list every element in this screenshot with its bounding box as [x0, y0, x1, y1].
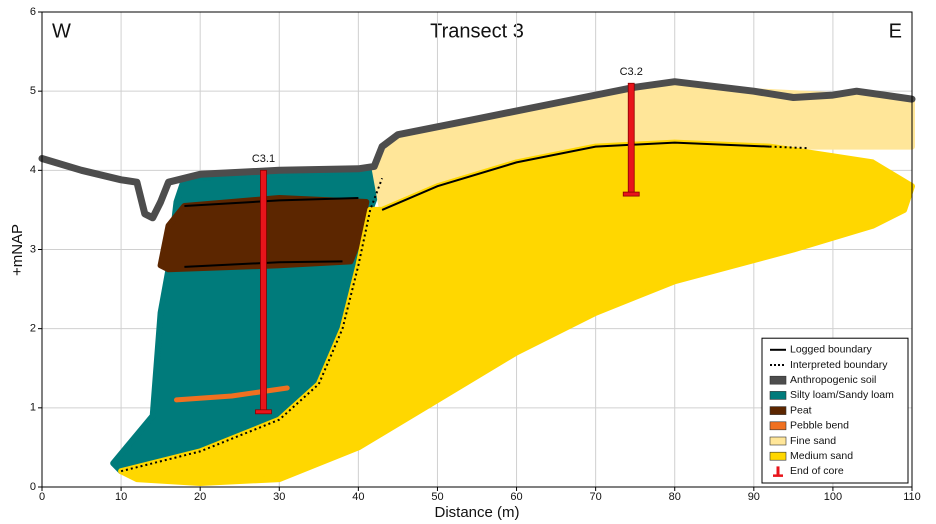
- y-axis-label: +mNAP: [9, 224, 26, 276]
- legend-label: Silty loam/Sandy loam: [790, 389, 894, 401]
- west-label: W: [52, 20, 71, 42]
- y-tick-label: 3: [30, 243, 36, 255]
- x-tick-label: 0: [39, 491, 45, 503]
- x-tick-label: 70: [590, 491, 602, 503]
- legend-symbol: [770, 407, 786, 415]
- legend-label: Logged boundary: [790, 344, 872, 356]
- x-tick-label: 50: [431, 491, 443, 503]
- core-end: [623, 192, 639, 196]
- core-label: C3.2: [620, 66, 643, 78]
- legend-label: Anthropogenic soil: [790, 374, 876, 386]
- legend-symbol: [770, 452, 786, 460]
- x-tick-label: 100: [824, 491, 842, 503]
- core: [260, 170, 266, 411]
- x-axis-label: Distance (m): [434, 504, 519, 521]
- x-tick-label: 10: [115, 491, 127, 503]
- x-tick-label: 110: [903, 491, 921, 503]
- legend-label: End of core: [790, 465, 844, 477]
- x-tick-label: 40: [352, 491, 364, 503]
- y-tick-label: 1: [30, 402, 36, 414]
- legend-symbol: [777, 466, 780, 475]
- core-end: [255, 410, 271, 414]
- legend-label: Medium sand: [790, 450, 853, 462]
- x-tick-label: 20: [194, 491, 206, 503]
- y-tick-label: 4: [30, 164, 36, 176]
- chart: Transect 3 W E Distance (m) +mNAP 010203…: [0, 0, 936, 524]
- legend-symbol: [770, 422, 786, 430]
- legend-label: Fine sand: [790, 435, 836, 447]
- legend-label: Pebble bend: [790, 420, 849, 432]
- legend-label: Interpreted boundary: [790, 359, 888, 371]
- y-tick-label: 2: [30, 323, 36, 335]
- east-label: E: [889, 20, 902, 42]
- x-tick-label: 90: [748, 491, 760, 503]
- page: Transect 3 W E Distance (m) +mNAP 010203…: [0, 0, 936, 524]
- x-tick-label: 30: [273, 491, 285, 503]
- legend-symbol: [770, 376, 786, 384]
- core-label: C3.1: [252, 153, 275, 165]
- legend-symbol: [770, 437, 786, 445]
- y-tick-label: 0: [30, 481, 36, 493]
- x-tick-label: 80: [669, 491, 681, 503]
- core: [628, 83, 634, 194]
- legend-symbol: [770, 391, 786, 399]
- legend-symbol: [773, 474, 783, 477]
- legend-label: Peat: [790, 404, 812, 416]
- chart-title: Transect 3: [430, 20, 524, 42]
- y-tick-label: 6: [30, 6, 36, 18]
- y-tick-label: 5: [30, 85, 36, 97]
- x-tick-label: 60: [510, 491, 522, 503]
